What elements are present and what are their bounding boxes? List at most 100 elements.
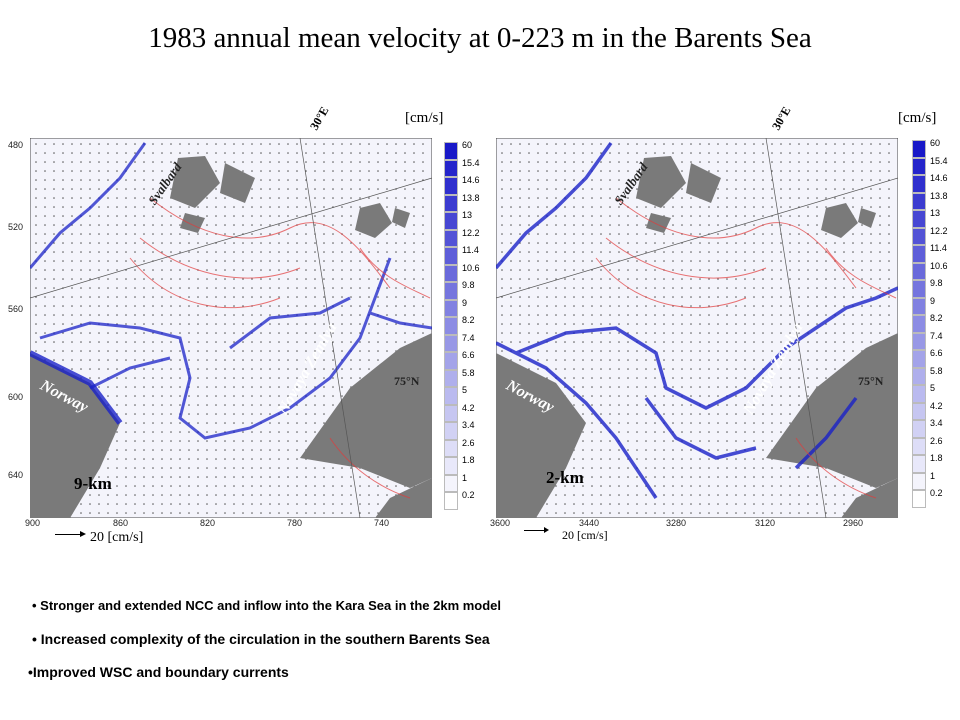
left-unit-label: [cm/s]: [405, 110, 444, 126]
colorbar-swatch: [444, 457, 458, 475]
right-model-label: 2-km: [546, 468, 584, 487]
colorbar-swatch: [912, 350, 926, 368]
franz-josef-land: [821, 203, 858, 238]
colorbar-label: 6.6: [930, 348, 943, 359]
colorbar-swatch: [444, 474, 458, 493]
colorbar-label: 2.6: [930, 435, 943, 446]
colorbar-swatch: [912, 437, 926, 456]
colorbar-label: 3.4: [462, 420, 475, 431]
colorbar-swatch: [444, 264, 458, 283]
colorbar-label: 15.4: [462, 157, 480, 168]
colorbar-swatch: [912, 210, 926, 228]
colorbar-label: 60: [462, 140, 473, 150]
left-model-label: 9-km: [74, 474, 112, 493]
colorbar-swatch: [444, 352, 458, 370]
colorbar-swatch: [912, 297, 926, 316]
colorbar-label: 0.2: [462, 490, 475, 501]
x-tick: 900: [25, 518, 41, 528]
x-tick: 2960: [843, 518, 864, 528]
x-tick: 780: [287, 518, 303, 528]
colorbar-swatch: [444, 194, 458, 213]
colorbar-label: 9.8: [462, 280, 475, 291]
right-lat-label: 75°N: [858, 374, 884, 388]
colorbar-swatch: [912, 175, 926, 193]
left-scale-arrowhead: [80, 531, 86, 537]
bullet-text: Improved WSC and boundary currents: [32, 664, 289, 680]
colorbar-label: 13: [930, 208, 941, 219]
colorbar-label: 13.8: [930, 190, 948, 201]
colorbar-swatch: [444, 177, 458, 195]
svalbard-land: [170, 156, 220, 208]
colorbar-swatch: [444, 299, 458, 318]
y-tick: 560: [8, 304, 24, 314]
colorbar-label: 8.2: [930, 313, 943, 324]
colorbar-label: 7.4: [930, 330, 943, 341]
colorbar-label: 5.8: [462, 367, 475, 378]
novaya-zemlya-land: [766, 333, 898, 488]
colorbar-swatch: [912, 227, 926, 246]
colorbar-label: 5.8: [930, 365, 943, 376]
y-tick: 600: [8, 392, 24, 402]
x-tick: 3600: [490, 518, 511, 528]
colorbar-label: 1: [930, 470, 936, 481]
left-scale-label: 20 [cm/s]: [90, 530, 144, 545]
norway-land: [496, 353, 586, 518]
right-scale-arrowhead: [544, 527, 549, 533]
colorbar-swatch: [444, 142, 458, 160]
left-map-panel: [30, 138, 432, 518]
colorbar-label: 8.2: [462, 315, 475, 326]
colorbar-label: 9: [462, 297, 468, 308]
colorbar-swatch: [912, 472, 926, 491]
colorbar-label: 9.8: [930, 278, 943, 289]
colorbar-label: 14.6: [930, 173, 948, 184]
page-title: 1983 annual mean velocity at 0-223 m in …: [148, 22, 812, 54]
colorbar-swatch: [912, 385, 926, 403]
colorbar-swatch: [444, 439, 458, 458]
x-tick: 3120: [755, 518, 776, 528]
svalbard-land: [636, 156, 686, 208]
x-tick: 3280: [666, 518, 687, 528]
colorbar-swatch: [444, 247, 458, 265]
colorbar-swatch: [912, 280, 926, 298]
colorbar-swatch: [444, 229, 458, 248]
colorbar-label: 1: [462, 472, 468, 483]
colorbar-swatch: [912, 157, 926, 176]
right-map-panel: [496, 138, 898, 518]
colorbar-swatch: [444, 159, 458, 178]
colorbar-swatch: [444, 404, 458, 423]
x-tick: 740: [374, 518, 390, 528]
x-tick: 3440: [579, 518, 600, 528]
colorbar-swatch: [444, 317, 458, 335]
colorbar-label: 13.8: [462, 192, 480, 203]
y-tick: 480: [8, 140, 24, 150]
colorbar-swatch: [444, 334, 458, 353]
colorbar-label: 4.2: [930, 400, 943, 411]
colorbar-swatch: [912, 402, 926, 421]
y-tick: 640: [8, 470, 24, 480]
colorbar-label: 3.4: [930, 418, 943, 429]
bullet-item: • Increased complexity of the circulatio…: [32, 631, 490, 647]
x-tick: 820: [200, 518, 216, 528]
colorbar-swatch: [912, 140, 926, 158]
colorbar-swatch: [444, 492, 458, 510]
colorbar-label: 5: [462, 385, 468, 396]
colorbar-swatch: [912, 192, 926, 211]
right-lon-label: 30°E: [769, 104, 794, 133]
colorbar-swatch: [444, 422, 458, 440]
colorbar-label: 12.2: [462, 227, 480, 238]
right-scale-label: 20 [cm/s]: [562, 528, 608, 542]
left-scale-arrow: [55, 534, 83, 535]
colorbar-label: 11.4: [930, 243, 947, 254]
right-velocity-map: [496, 138, 898, 518]
novaya-zemlya-land: [300, 333, 432, 488]
colorbar-swatch: [912, 420, 926, 438]
right-unit-label: [cm/s]: [898, 110, 937, 126]
colorbar-label: 13: [462, 210, 473, 221]
colorbar-swatch: [444, 282, 458, 300]
colorbar-swatch: [912, 262, 926, 281]
colorbar-label: 0.2: [930, 488, 943, 499]
colorbar-swatch: [444, 212, 458, 230]
colorbar-label: 1.8: [930, 453, 943, 464]
y-tick: 520: [8, 222, 24, 232]
colorbar-swatch: [444, 387, 458, 405]
